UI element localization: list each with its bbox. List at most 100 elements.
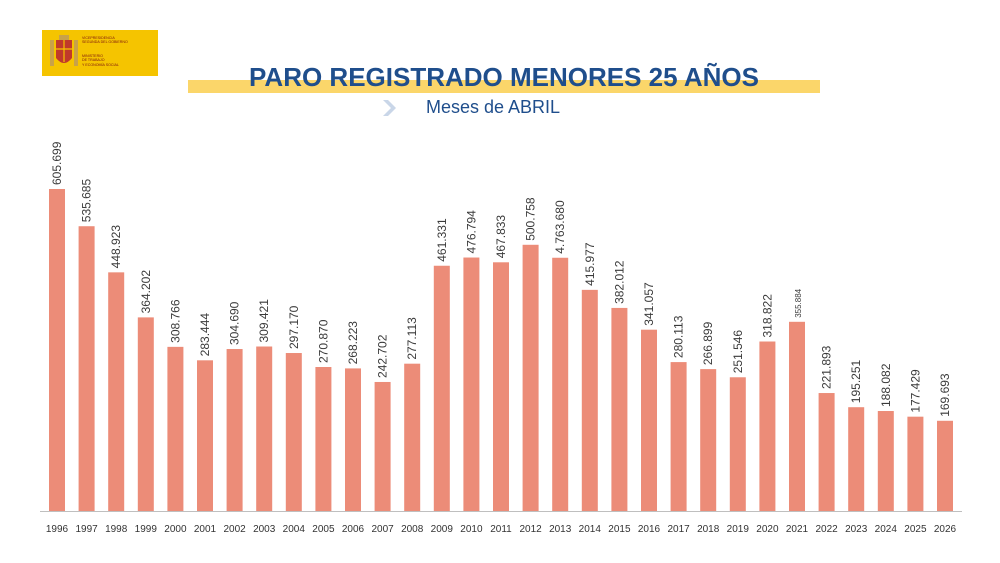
x-tick-label-2026: 2026	[934, 524, 957, 535]
x-tick-label-2010: 2010	[460, 524, 483, 535]
bar-1997	[78, 226, 95, 511]
data-label-2009: 461.331	[435, 218, 449, 262]
chart-title: PARO REGISTRADO MENORES 25 AÑOS	[249, 62, 759, 92]
x-tick-label-2011: 2011	[490, 524, 512, 535]
x-tick-label-2019: 2019	[727, 524, 750, 535]
data-label-2018: 266.899	[701, 321, 715, 365]
x-tick-label-2009: 2009	[431, 524, 454, 535]
bar-1998	[108, 272, 125, 511]
bar-2009	[433, 265, 450, 511]
ministry-logo: VICEPRESIDENCIA SEGUNDA DEL GOBIERNO MIN…	[42, 30, 158, 76]
bar-2004	[285, 353, 302, 511]
x-tick-label-2020: 2020	[756, 524, 779, 535]
bar-2005	[315, 367, 332, 511]
logo-text-ministerio: MINISTERIO DE TRABAJO Y ECONOMÍA SOCIAL	[82, 54, 119, 67]
bar-2026	[937, 420, 953, 511]
data-label-2026: 169.693	[938, 373, 952, 417]
x-tick-label-2015: 2015	[608, 524, 631, 535]
data-label-2001: 283.444	[198, 313, 212, 357]
bar-2000	[167, 346, 184, 511]
x-tick-label-2023: 2023	[845, 524, 868, 535]
bar-2017	[670, 362, 687, 511]
x-tick-label-2006: 2006	[342, 524, 365, 535]
data-label-2021: 355.884	[794, 288, 803, 317]
bar-2024	[877, 411, 894, 511]
x-tick-label-2016: 2016	[638, 524, 661, 535]
x-tick-label-2005: 2005	[312, 524, 335, 535]
bar-2014	[581, 289, 598, 511]
bar-2021	[789, 321, 805, 511]
x-tick-label-2002: 2002	[223, 524, 246, 535]
title-highlight-bar	[188, 80, 820, 93]
x-tick-label-2022: 2022	[815, 524, 838, 535]
data-label-2015: 382.012	[612, 260, 626, 304]
data-label-2025: 177.429	[908, 369, 922, 413]
bar-2012	[522, 244, 539, 511]
x-tick-label-1996: 1996	[46, 524, 69, 535]
bar-2008	[404, 363, 421, 511]
x-tick-label-2007: 2007	[371, 524, 394, 535]
bar-2006	[345, 368, 361, 511]
data-label-1996: 605.699	[50, 141, 64, 185]
data-label-1997: 535.685	[80, 179, 94, 223]
chevron-right-icon	[383, 100, 396, 116]
data-label-2020: 318.822	[760, 294, 774, 338]
data-label-2022: 221.893	[820, 345, 834, 389]
logo-text-vicepresidencia: VICEPRESIDENCIA SEGUNDA DEL GOBIERNO	[82, 36, 128, 45]
data-label-2014: 415.977	[583, 242, 597, 286]
x-tick-label-2000: 2000	[164, 524, 187, 535]
x-tick-label-2008: 2008	[401, 524, 424, 535]
data-label-2002: 304.690	[228, 301, 242, 345]
coat-of-arms-icon	[50, 35, 78, 66]
bar-2002	[226, 349, 243, 511]
x-tick-label-2025: 2025	[904, 524, 927, 535]
x-tick-label-2013: 2013	[549, 524, 572, 535]
x-tick-label-2017: 2017	[667, 524, 690, 535]
data-label-1999: 364.202	[139, 270, 153, 314]
x-tick-label-2003: 2003	[253, 524, 276, 535]
bar-2010	[463, 257, 480, 511]
x-tick-label-2014: 2014	[579, 524, 602, 535]
data-label-2016: 341.057	[642, 282, 656, 326]
data-label-2024: 188.082	[879, 363, 893, 407]
x-tick-label-2021: 2021	[786, 524, 809, 535]
data-label-2008: 277.113	[405, 317, 419, 360]
data-label-2007: 242.702	[376, 334, 390, 378]
bar-2003	[256, 346, 273, 511]
data-label-2000: 308.766	[168, 299, 182, 343]
bar-1999	[137, 317, 154, 511]
x-tick-label-2018: 2018	[697, 524, 720, 535]
x-tick-label-1999: 1999	[135, 524, 158, 535]
data-label-2005: 270.870	[316, 319, 330, 363]
data-label-2012: 500.758	[524, 197, 538, 241]
data-label-2023: 195.251	[849, 359, 863, 403]
bar-2001	[197, 360, 213, 511]
bar-2025	[907, 416, 924, 511]
bar-2023	[848, 407, 865, 511]
bar-2007	[374, 381, 391, 511]
data-label-2019: 251.546	[731, 330, 745, 374]
chart-subtitle: Meses de ABRIL	[426, 97, 561, 117]
x-tick-label-2001: 2001	[194, 524, 217, 535]
bar-2019	[729, 377, 746, 511]
data-label-2017: 280.113	[672, 315, 686, 358]
bar-2011	[493, 262, 509, 511]
data-label-2011: 467.833	[494, 215, 508, 259]
data-label-2010: 476.794	[464, 210, 478, 254]
bar-2018	[700, 369, 717, 511]
data-label-2004: 297.170	[287, 305, 301, 349]
bar-2022	[818, 393, 835, 511]
bar-2016	[641, 329, 657, 511]
data-label-2006: 268.223	[346, 321, 360, 365]
data-label-2003: 309.421	[257, 299, 271, 343]
bar-2013	[552, 257, 569, 511]
x-tick-label-1998: 1998	[105, 524, 128, 535]
bar-2020	[759, 341, 776, 511]
x-tick-label-2004: 2004	[283, 524, 306, 535]
bar-1996	[49, 189, 65, 511]
data-label-1998: 448.923	[109, 225, 123, 269]
x-tick-label-2012: 2012	[519, 524, 542, 535]
data-label-2013: 4.763.680	[553, 200, 567, 254]
bar-2015	[611, 307, 628, 511]
